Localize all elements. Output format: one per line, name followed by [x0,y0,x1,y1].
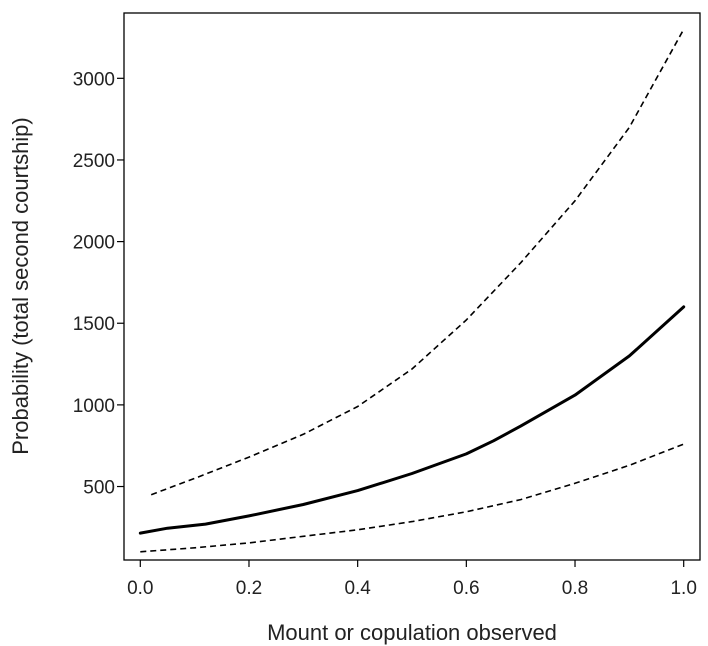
x-tick-label: 0.0 [127,578,153,599]
y-axis-ticks: 500 1000 1500 2000 2500 3000 [73,69,124,499]
x-tick-label: 0.4 [344,578,371,599]
y-tick-label: 500 [83,478,115,499]
series-line-fit [138,305,686,535]
y-tick-label: 3000 [73,69,115,90]
y-tick-label: 2000 [73,233,115,254]
y-axis-label: Probability (total second courtship) [8,117,33,455]
y-tick-label: 1500 [73,314,115,335]
x-tick-label: 0.8 [562,578,588,599]
plot-frame [123,12,701,561]
x-tick-label: 0.6 [453,578,479,599]
x-axis-ticks: 0.0 0.2 0.4 0.6 0.8 1.0 [127,560,697,599]
x-tick-label: 1.0 [670,578,696,599]
x-axis-label: Mount or copulation observed [267,620,557,645]
y-tick-label: 1000 [73,396,115,417]
x-tick-label: 0.2 [236,578,262,599]
y-tick-label: 2500 [73,151,115,172]
series-layer [138,28,686,553]
series-line-lower [140,443,684,553]
series-line-upper [150,28,685,496]
